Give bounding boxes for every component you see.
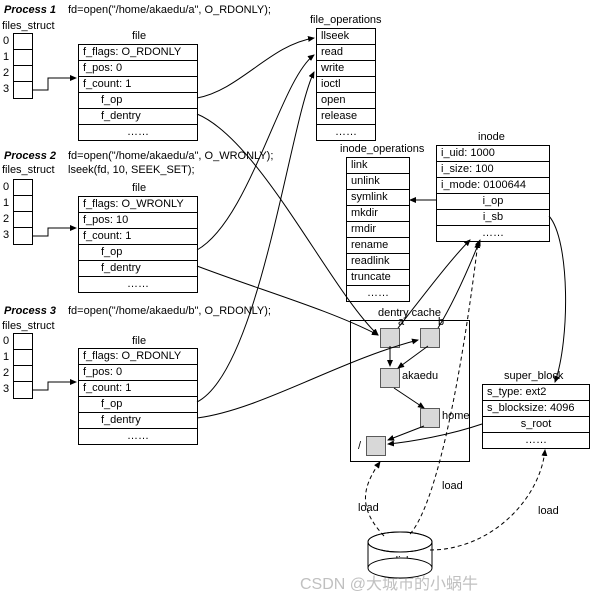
- table-row: f_count: 1: [79, 77, 197, 93]
- fd-idx: 1: [3, 51, 9, 63]
- process1-file-table: f_flags: O_RDONLY f_pos: 0 f_count: 1 f_…: [78, 44, 198, 141]
- process3-file-table: f_flags: O_RDONLY f_pos: 0 f_count: 1 f_…: [78, 348, 198, 445]
- table-row: f_pos: 0: [79, 365, 197, 381]
- load-label: load: [538, 505, 559, 517]
- fd-idx: 0: [3, 181, 9, 193]
- process2-code2: lseek(fd, 10, SEEK_SET);: [68, 164, 195, 176]
- dentry-title: dentry cache: [378, 307, 441, 319]
- table-row: f_pos: 0: [79, 61, 197, 77]
- dentry-node-b: [420, 328, 440, 348]
- dentry-label: home: [442, 410, 470, 422]
- process1-code: fd=open("/home/akaedu/a", O_RDONLY);: [68, 4, 271, 16]
- fd-idx: 0: [3, 335, 9, 347]
- table-row: f_op: [79, 397, 197, 413]
- table-row: ioctl: [317, 77, 375, 93]
- fd-cell: [13, 381, 33, 399]
- process1-title: Process 1: [4, 4, 56, 16]
- table-row: read: [317, 45, 375, 61]
- table-row: f_count: 1: [79, 229, 197, 245]
- load-label: load: [358, 502, 379, 514]
- super-block-title: super_block: [504, 370, 563, 382]
- super-block-table: s_type: ext2 s_blocksize: 4096 s_root ……: [482, 384, 590, 449]
- disk-label: disk: [392, 555, 412, 567]
- process3-title: Process 3: [4, 305, 56, 317]
- inode-operations-table: link unlink symlink mkdir rmdir rename r…: [346, 157, 410, 302]
- inode-title: inode: [478, 131, 505, 143]
- table-row: f_op: [79, 93, 197, 109]
- process2-code1: fd=open("/home/akaedu/a", O_WRONLY);: [68, 150, 273, 162]
- table-row: ……: [79, 277, 197, 292]
- table-row: truncate: [347, 270, 409, 286]
- table-row: unlink: [347, 174, 409, 190]
- table-row: ……: [317, 125, 375, 140]
- table-row: f_pos: 10: [79, 213, 197, 229]
- table-row: s_root: [483, 417, 589, 433]
- table-row: i_sb: [437, 210, 549, 226]
- fd-idx: 2: [3, 67, 9, 79]
- table-row: llseek: [317, 29, 375, 45]
- table-row: f_dentry: [79, 261, 197, 277]
- table-row: s_blocksize: 4096: [483, 401, 589, 417]
- fd-idx: 3: [3, 383, 9, 395]
- dentry-label: a: [398, 316, 404, 328]
- fd-idx: 3: [3, 229, 9, 241]
- inode-table: i_uid: 1000 i_size: 100 i_mode: 0100644 …: [436, 145, 550, 242]
- fd-idx: 1: [3, 351, 9, 363]
- table-row: symlink: [347, 190, 409, 206]
- table-row: ……: [79, 429, 197, 444]
- table-row: i_mode: 0100644: [437, 178, 549, 194]
- dentry-label: /: [358, 440, 361, 452]
- table-row: ……: [79, 125, 197, 140]
- fd-cell: [13, 227, 33, 245]
- table-row: write: [317, 61, 375, 77]
- table-row: f_dentry: [79, 109, 197, 125]
- process3-files-struct: files_struct: [2, 320, 55, 332]
- inode-operations-title: inode_operations: [340, 143, 424, 155]
- dentry-node-home: [420, 408, 440, 428]
- file-operations-table: llseek read write ioctl open release ……: [316, 28, 376, 141]
- table-row: ……: [437, 226, 549, 241]
- watermark: CSDN @大城市的小蜗牛: [300, 570, 478, 594]
- table-row: mkdir: [347, 206, 409, 222]
- table-row: f_op: [79, 245, 197, 261]
- table-row: s_type: ext2: [483, 385, 589, 401]
- table-row: f_dentry: [79, 413, 197, 429]
- table-row: ……: [483, 433, 589, 448]
- process1-files-struct: files_struct: [2, 20, 55, 32]
- process2-title: Process 2: [4, 150, 56, 162]
- file-operations-title: file_operations: [310, 14, 382, 26]
- table-row: rename: [347, 238, 409, 254]
- table-row: f_flags: O_WRONLY: [79, 197, 197, 213]
- table-row: open: [317, 93, 375, 109]
- table-row: rmdir: [347, 222, 409, 238]
- dentry-label: b: [438, 316, 444, 328]
- table-row: ……: [347, 286, 409, 301]
- dentry-label: akaedu: [402, 370, 438, 382]
- load-label: load: [442, 480, 463, 492]
- dentry-node-root: [366, 436, 386, 456]
- table-row: i_op: [437, 194, 549, 210]
- table-row: release: [317, 109, 375, 125]
- process2-file-table: f_flags: O_WRONLY f_pos: 10 f_count: 1 f…: [78, 196, 198, 293]
- fd-idx: 0: [3, 35, 9, 47]
- table-row: readlink: [347, 254, 409, 270]
- fd-idx: 3: [3, 83, 9, 95]
- table-row: f_flags: O_RDONLY: [79, 45, 197, 61]
- table-row: f_flags: O_RDONLY: [79, 349, 197, 365]
- table-row: f_count: 1: [79, 381, 197, 397]
- fd-idx: 2: [3, 213, 9, 225]
- table-row: link: [347, 158, 409, 174]
- fd-idx: 1: [3, 197, 9, 209]
- fd-idx: 2: [3, 367, 9, 379]
- dentry-node-akaedu: [380, 368, 400, 388]
- table-row: i_size: 100: [437, 162, 549, 178]
- dentry-node-a: [380, 328, 400, 348]
- process3-file-label: file: [132, 335, 146, 347]
- table-row: i_uid: 1000: [437, 146, 549, 162]
- fd-cell: [13, 81, 33, 99]
- process1-file-label: file: [132, 30, 146, 42]
- process2-files-struct: files_struct: [2, 164, 55, 176]
- process2-file-label: file: [132, 182, 146, 194]
- process3-code: fd=open("/home/akaedu/b", O_RDONLY);: [68, 305, 271, 317]
